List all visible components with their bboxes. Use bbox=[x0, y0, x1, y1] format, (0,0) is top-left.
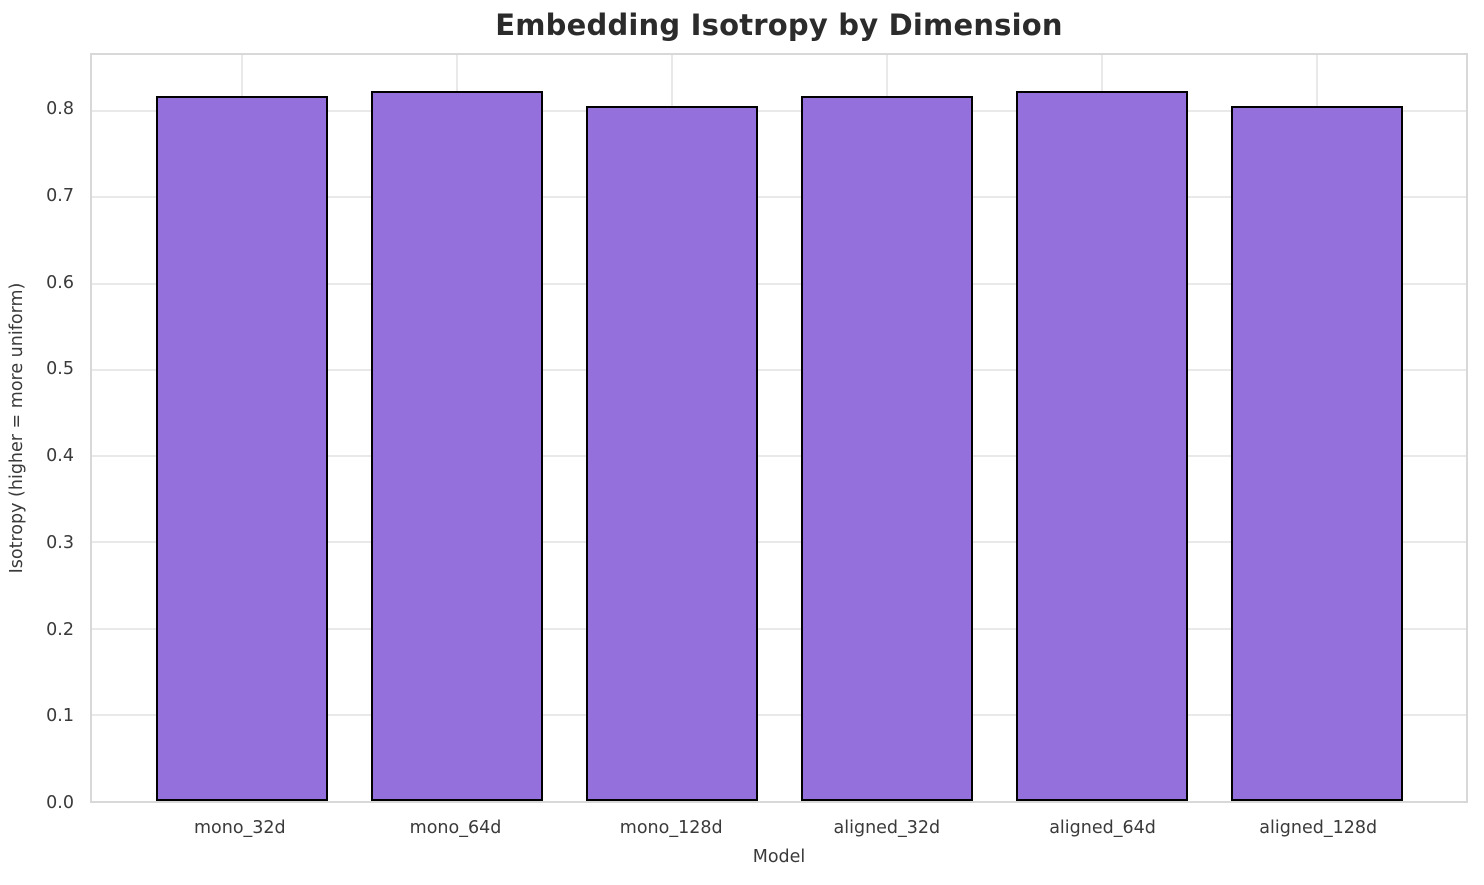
gridline-y-0.2 bbox=[92, 627, 1466, 630]
gridline-y-0.5 bbox=[92, 368, 1466, 371]
bar-slot-aligned_64d bbox=[994, 55, 1209, 801]
x-tick-label-aligned_32d: aligned_32d bbox=[833, 818, 941, 838]
y-tick-labels: 0.0 0.1 0.2 0.3 0.4 0.5 0.6 0.7 0.8 bbox=[0, 53, 80, 813]
x-tick-label-mono_64d: mono_64d bbox=[409, 818, 502, 838]
gridline-y-0.6 bbox=[92, 282, 1466, 285]
bar-mono_64d bbox=[370, 91, 543, 801]
x-tick-label-aligned_128d: aligned_128d bbox=[1259, 818, 1378, 838]
gridline-y-0.4 bbox=[92, 455, 1466, 458]
y-tick-label-0.3: 0.3 bbox=[46, 532, 74, 553]
horizontal-gridlines bbox=[92, 55, 1466, 801]
bars-row bbox=[92, 55, 1466, 801]
bar-slot-aligned_128d bbox=[1209, 55, 1424, 801]
x-tick-labels: mono_32d mono_64d mono_128d aligned_32d alig… bbox=[90, 818, 1468, 838]
y-tick-label-0.7: 0.7 bbox=[46, 186, 74, 207]
y-tick-label-0.1: 0.1 bbox=[46, 706, 74, 727]
y-tick-label-0.6: 0.6 bbox=[46, 272, 74, 293]
bar-mono_128d bbox=[585, 105, 758, 801]
bar-slot-mono_32d bbox=[134, 55, 349, 801]
bar-mono_32d bbox=[155, 95, 328, 801]
x-tick-label-mono_128d: mono_128d bbox=[619, 818, 723, 838]
y-tick-label-0.5: 0.5 bbox=[46, 359, 74, 380]
gridline-y-0.8 bbox=[92, 110, 1466, 113]
y-tick-label-0.4: 0.4 bbox=[46, 446, 74, 467]
gridline-y-0.1 bbox=[92, 713, 1466, 716]
x-tick-label-mono_32d: mono_32d bbox=[193, 818, 286, 838]
y-tick-label-0.2: 0.2 bbox=[46, 619, 74, 640]
bar-slot-mono_64d bbox=[349, 55, 564, 801]
plot-area bbox=[90, 53, 1468, 803]
x-tick-label-aligned_64d: aligned_64d bbox=[1049, 818, 1156, 838]
x-axis-label: Model bbox=[752, 847, 806, 867]
gridline-y-0.3 bbox=[92, 541, 1466, 544]
y-tick-label-0.0: 0.0 bbox=[46, 793, 74, 813]
y-tick-label-0.8: 0.8 bbox=[46, 99, 74, 120]
bar-slot-mono_128d bbox=[564, 55, 779, 801]
chart-title: Embedding Isotropy by Dimension bbox=[495, 8, 1063, 42]
bar-aligned_32d bbox=[800, 95, 973, 801]
bar-aligned_128d bbox=[1230, 105, 1403, 801]
bar-slot-aligned_32d bbox=[779, 55, 994, 801]
bar-aligned_64d bbox=[1015, 91, 1188, 801]
gridline-y-0.7 bbox=[92, 196, 1466, 199]
